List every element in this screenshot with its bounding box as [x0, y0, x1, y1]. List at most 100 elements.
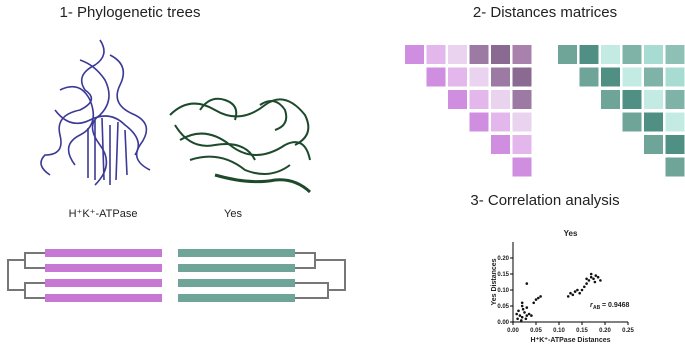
tree-bars: [45, 249, 295, 302]
matrix-cell: [622, 45, 642, 64]
scatter-point: [594, 274, 598, 277]
distance-matrices: [405, 45, 685, 177]
x-tick-label: 0.25: [622, 328, 634, 334]
correlation-plot: Yes 0.00 0.05 0.10 0.15 0.20 0.25 0.00 0.05 0.10 0…: [491, 229, 634, 344]
scatter-point: [596, 275, 600, 279]
scatter-point: [599, 279, 602, 282]
matrix-cell: [622, 112, 642, 132]
scatter-point: [589, 275, 593, 279]
x-tick-label: 0.20: [599, 328, 611, 334]
matrix-cell: [512, 90, 532, 109]
scatter-point: [520, 315, 524, 319]
scatter-point: [523, 311, 526, 314]
scatter-point: [576, 288, 579, 292]
matrix-cell: [644, 45, 663, 64]
matrix-cell: [601, 90, 620, 109]
protein-label: H⁺K⁺-ATPase: [69, 208, 138, 220]
scatter-point: [519, 319, 523, 322]
matrix-cell: [601, 45, 620, 64]
x-tick-label: 0.10: [553, 328, 565, 334]
x-tick-label: 0.05: [530, 328, 542, 334]
matrix-cell: [512, 45, 532, 64]
scatter-point: [569, 291, 572, 295]
matrix-cell: [665, 45, 685, 64]
r-symbol: r: [590, 302, 594, 309]
matrix-cell: [512, 67, 532, 87]
scatter-point: [516, 317, 519, 321]
scatter-point: [527, 312, 531, 316]
section-title: 1- Phylogenetic trees: [60, 4, 201, 21]
matrix-cell: [644, 112, 663, 132]
matrix-cell: [665, 90, 685, 109]
scatter-point: [520, 304, 524, 308]
matrix-cell: [601, 67, 620, 87]
matrix-cell: [665, 135, 685, 154]
scatter-point: [593, 280, 597, 284]
matrix-cell: [665, 157, 685, 177]
matrix-cell: [448, 67, 467, 87]
scatter-point: [539, 295, 542, 298]
matrix-cell: [579, 45, 599, 64]
matrix-cell: [405, 45, 424, 64]
scatter-point: [578, 291, 581, 295]
scatter-point: [530, 314, 533, 317]
scatter-point: [583, 285, 586, 289]
y-tick-label: 0.10: [497, 288, 509, 294]
matrix-cell: [448, 90, 467, 109]
matrix-cell: [644, 90, 663, 109]
scatter-point: [566, 295, 570, 298]
scatter-point: [585, 277, 588, 281]
y-tick-label: 0.15: [497, 272, 509, 278]
plot-title: Yes: [564, 229, 578, 238]
r-value: = 0.9468: [602, 302, 630, 309]
matrix-cell: [469, 112, 489, 132]
matrix-cell: [622, 90, 642, 109]
matrix-cell: [512, 157, 532, 177]
protein-structure-b: [169, 97, 312, 194]
scatter-point: [532, 301, 535, 305]
scatter-point: [525, 314, 529, 317]
matrix-cell: [665, 112, 685, 132]
scatter-point: [525, 306, 529, 309]
section-title: 2- Distances matrices: [473, 4, 617, 21]
matrix-cell: [579, 67, 599, 87]
matrix-cell: [469, 45, 489, 64]
matrix-cell: [448, 45, 467, 64]
matrix-cell: [426, 45, 446, 64]
matrix-cell: [512, 112, 532, 132]
scatter-point: [517, 309, 520, 313]
y-tick-label: 0.00: [497, 320, 509, 326]
x-axis-label: H⁺K⁺-ATPase Distances: [530, 337, 610, 344]
matrix-cell: [491, 90, 510, 109]
x-tick-label: 0.00: [507, 328, 519, 334]
scatter-point: [587, 279, 591, 282]
matrix-cell: [491, 135, 510, 154]
matrix-cell: [491, 67, 510, 87]
y-tick-label: 0.20: [497, 256, 509, 262]
matrix-cell: [491, 112, 510, 132]
scatter-point: [573, 290, 577, 293]
matrix-cell: [469, 67, 489, 87]
y-tick-label: 0.05: [497, 304, 509, 310]
r-subscript: AB: [593, 305, 601, 311]
tree-branches: [7, 252, 346, 299]
protein-structure-a: [40, 39, 151, 186]
matrix-cell: [512, 135, 532, 154]
scatter-point: [592, 277, 595, 281]
scatter-point: [534, 298, 538, 301]
matrix-cell: [665, 67, 685, 87]
matrix-cell: [558, 45, 577, 64]
section-title: 3- Correlation analysis: [470, 192, 619, 209]
scatter-point: [518, 314, 522, 317]
y-axis-label: Yes Distances: [491, 258, 498, 305]
matrix-cell: [426, 67, 446, 87]
matrix-cell: [469, 90, 489, 109]
scatter-point: [585, 282, 588, 285]
scatter-point: [537, 296, 540, 300]
scatter-point: [580, 288, 584, 292]
scatter-point: [571, 293, 575, 297]
matrix-cell: [622, 67, 642, 87]
matrix-cell: [491, 45, 510, 64]
scatter-point: [524, 317, 528, 321]
